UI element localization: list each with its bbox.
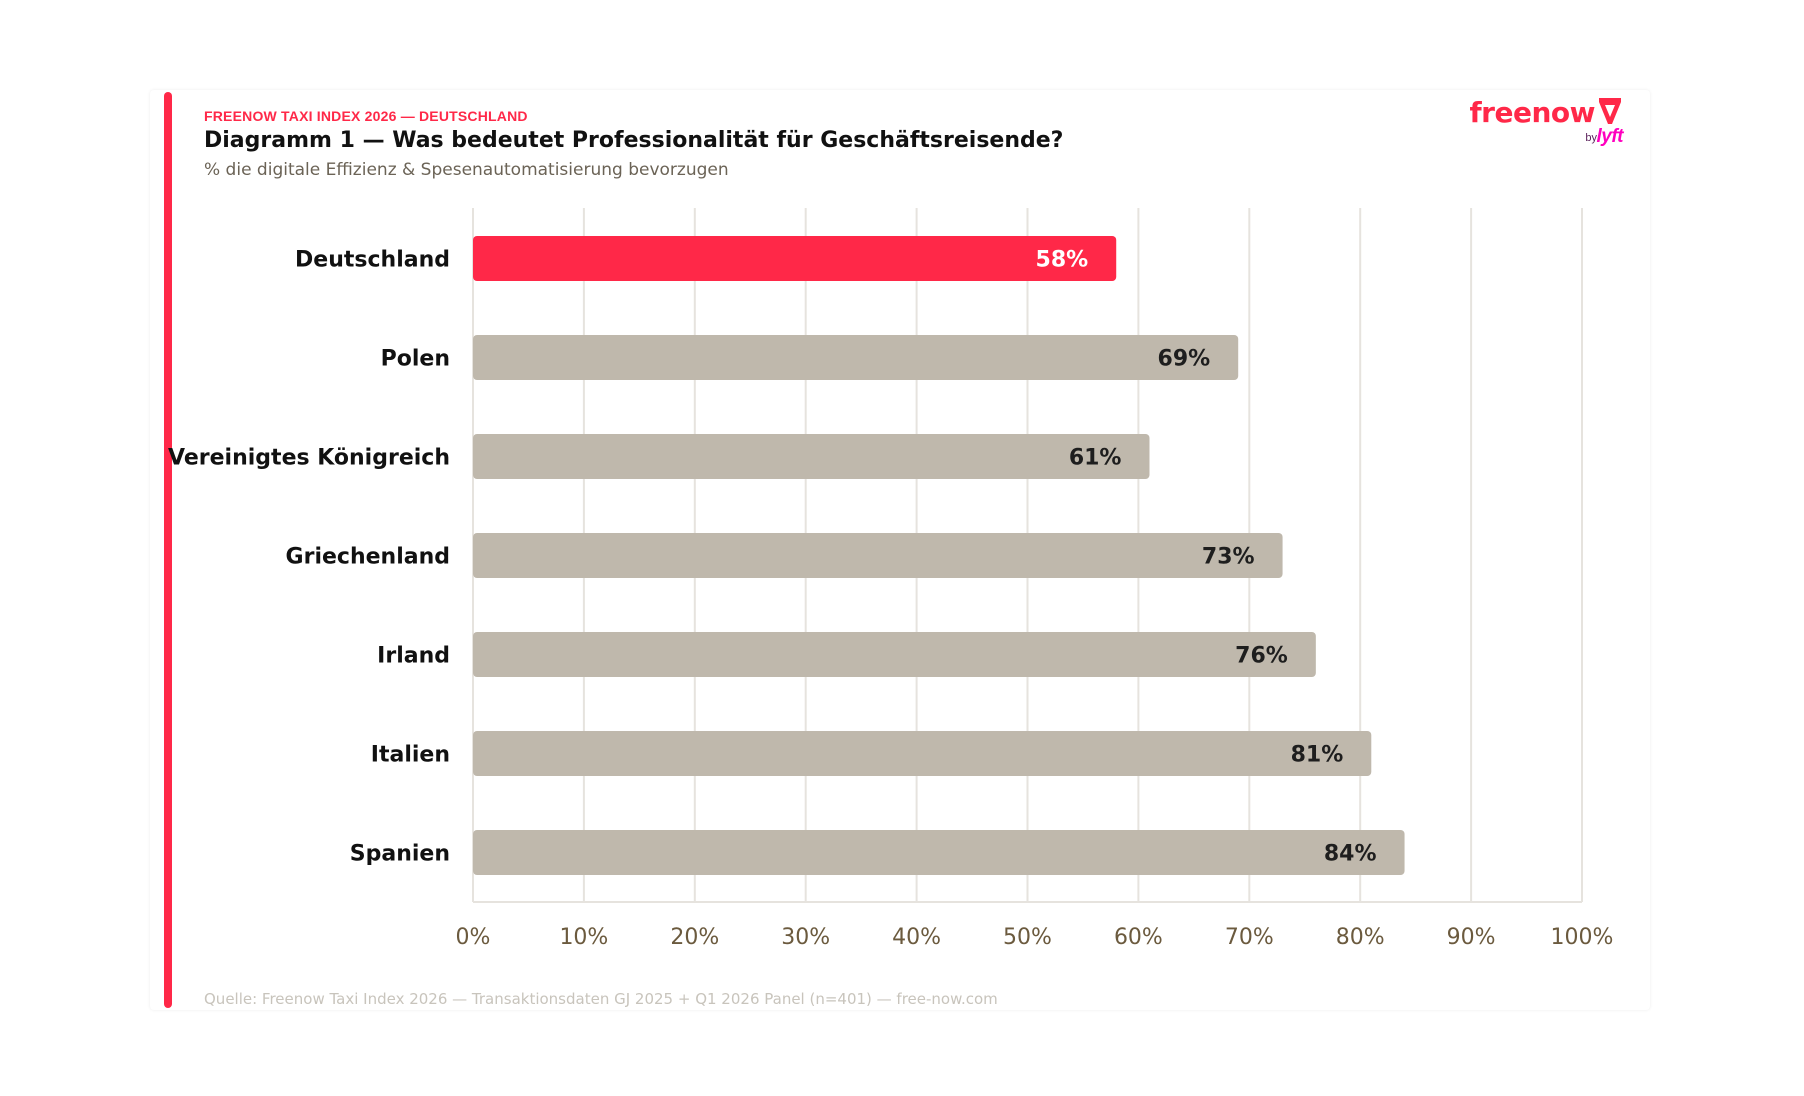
bar: [473, 632, 1316, 677]
bar-value-label: 61%: [1069, 446, 1122, 471]
x-tick-label: 10%: [559, 925, 608, 950]
x-tick-label: 90%: [1447, 925, 1496, 950]
bar-value-label: 73%: [1202, 545, 1255, 570]
category-label: Spanien: [350, 842, 450, 867]
category-label: Vereinigtes Königreich: [168, 446, 450, 471]
bar-value-label: 58%: [1036, 248, 1089, 273]
x-tick-label: 60%: [1114, 925, 1163, 950]
x-tick-label: 30%: [781, 925, 830, 950]
bar: [473, 731, 1372, 776]
bar-value-label: 69%: [1158, 347, 1211, 372]
logo-by-text: by: [1585, 132, 1597, 144]
chart-subtitle: % die digitale Effizienz & Spesenautomat…: [204, 160, 729, 180]
freenow-logo: freenow by lyft: [1455, 92, 1625, 152]
category-label: Italien: [371, 743, 450, 768]
bar: [473, 236, 1117, 281]
bar: [473, 434, 1150, 479]
x-tick-label: 40%: [892, 925, 941, 950]
category-label: Irland: [377, 644, 450, 669]
x-tick-label: 100%: [1551, 925, 1614, 950]
x-tick-label: 50%: [1003, 925, 1052, 950]
accent-stripe: [164, 92, 172, 1008]
category-label: Polen: [381, 347, 450, 372]
bar: [473, 830, 1405, 875]
bar-value-label: 76%: [1235, 644, 1288, 669]
chart-kicker: FREENOW TAXI INDEX 2026 — DEUTSCHLAND: [204, 108, 528, 124]
chart-title: Diagramm 1 — Was bedeutet Professionalit…: [204, 128, 1064, 153]
logo-wordmark: freenow: [1469, 96, 1595, 129]
freenow-v-icon: [1599, 98, 1621, 124]
x-tick-label: 70%: [1225, 925, 1274, 950]
source-note: Quelle: Freenow Taxi Index 2026 — Transa…: [204, 990, 998, 1008]
bar-value-label: 84%: [1324, 842, 1377, 867]
bar-value-label: 81%: [1291, 743, 1344, 768]
lyft-logo: lyft: [1596, 126, 1624, 147]
x-tick-label: 80%: [1336, 925, 1385, 950]
category-label: Deutschland: [295, 248, 450, 273]
x-tick-label: 0%: [456, 925, 491, 950]
bar: [473, 335, 1239, 380]
x-tick-label: 20%: [670, 925, 719, 950]
bar: [473, 533, 1283, 578]
category-label: Griechenland: [286, 545, 450, 570]
